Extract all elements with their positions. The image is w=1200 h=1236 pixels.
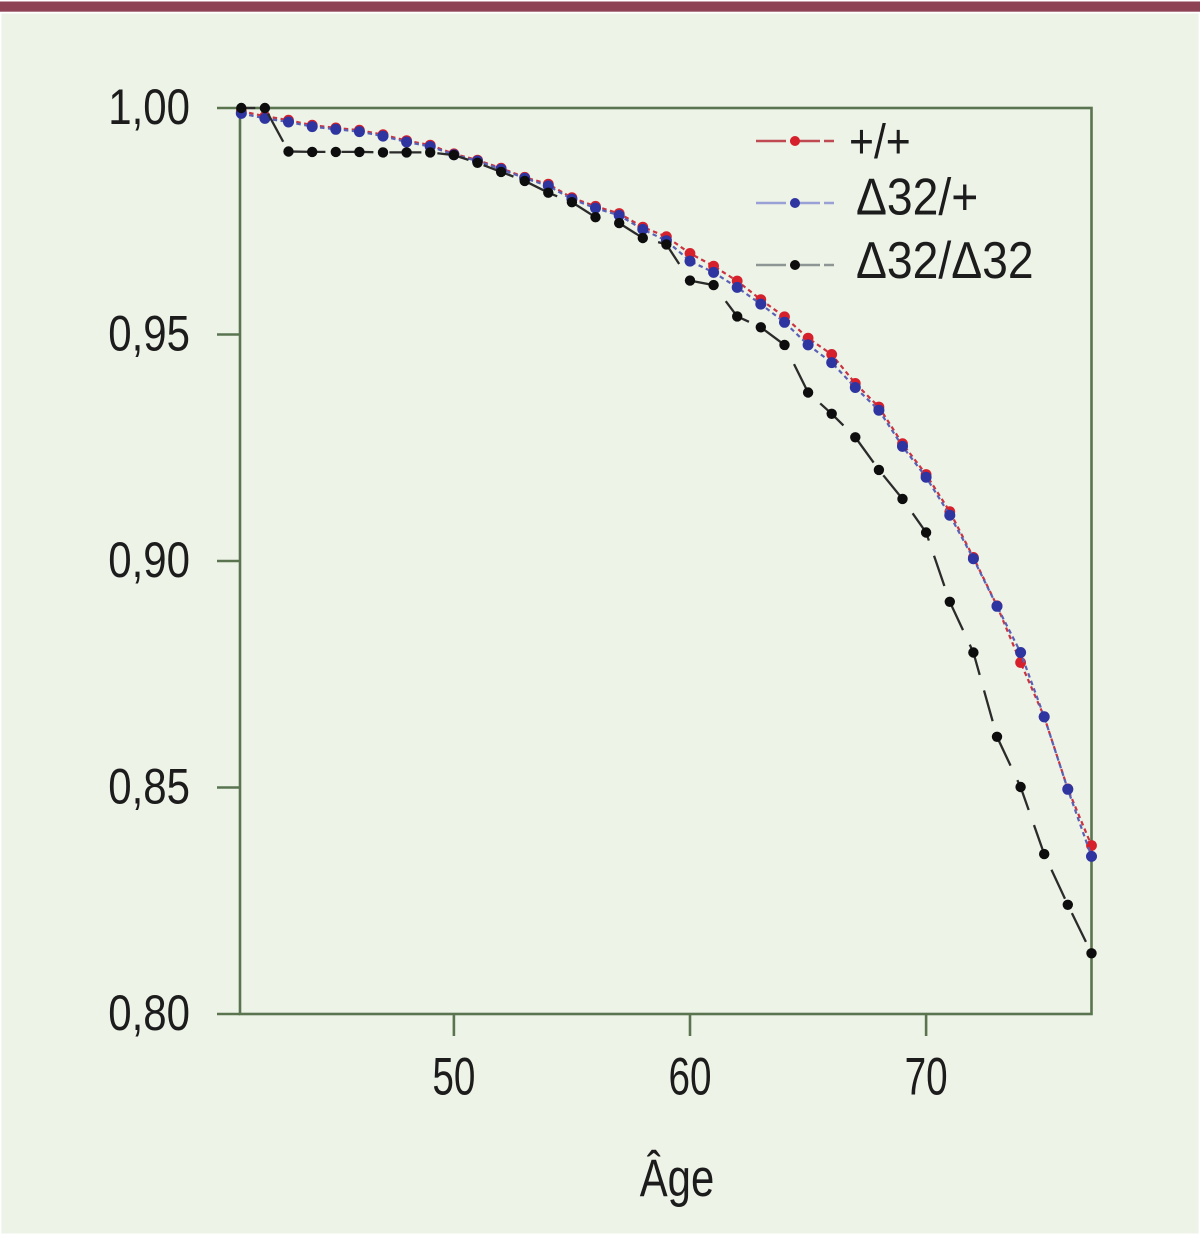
svg-text:60: 60 (668, 1047, 711, 1106)
svg-text:Âge: Âge (640, 1148, 714, 1208)
svg-text:0,80: 0,80 (108, 985, 190, 1041)
svg-text:Δ32/Δ32: Δ32/Δ32 (856, 232, 1034, 290)
svg-text:0,90: 0,90 (108, 532, 190, 588)
svg-text:+/+: +/+ (849, 115, 911, 169)
svg-text:0,95: 0,95 (108, 305, 190, 361)
svg-text:Δ32/+: Δ32/+ (856, 168, 978, 226)
svg-text:0,85: 0,85 (108, 758, 190, 814)
svg-text:1,00: 1,00 (108, 79, 190, 135)
svg-text:70: 70 (905, 1047, 948, 1106)
svg-text:50: 50 (432, 1047, 475, 1106)
